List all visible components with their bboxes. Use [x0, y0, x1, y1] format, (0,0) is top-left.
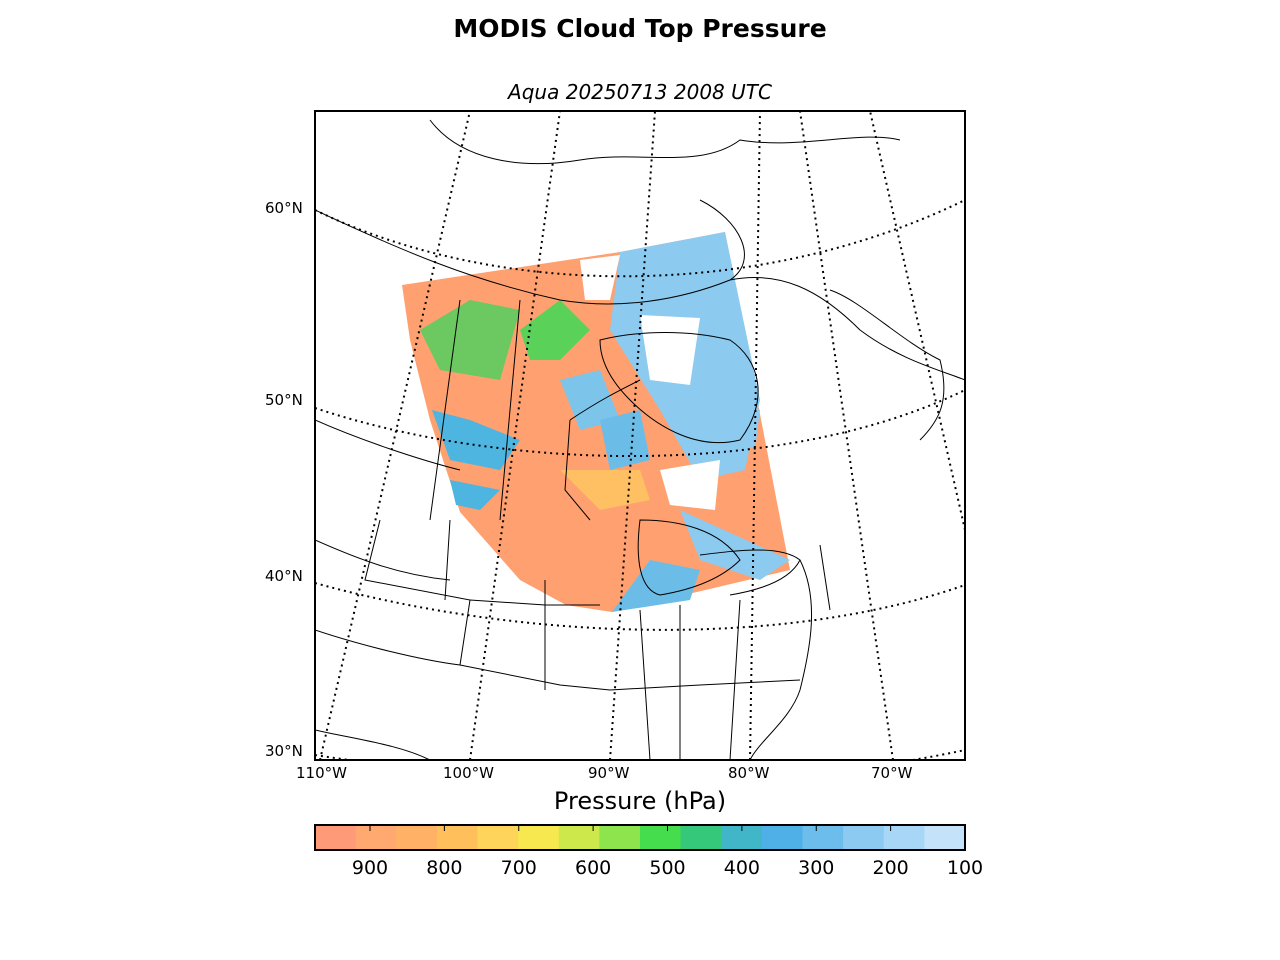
colorbar-tick-label: 800: [426, 857, 463, 879]
lat-label-30: 30°N: [265, 742, 303, 760]
lon-label-100: 100°W: [443, 764, 494, 782]
colorbar-tick-label: 900: [351, 857, 389, 879]
colorbar-title: Pressure (hPa): [553, 787, 727, 815]
colorbar-segment: [802, 825, 844, 850]
map-area: [315, 111, 965, 760]
colorbar-segment: [436, 825, 478, 850]
colorbar-segment: [680, 825, 722, 850]
colorbar-segment: [599, 825, 641, 850]
coastlines-borders: [315, 119, 965, 760]
lat-label-40: 40°N: [265, 567, 303, 585]
figure-subtitle: Aqua 20250713 2008 UTC: [508, 80, 772, 104]
colorbar-tick-label: 400: [723, 857, 761, 879]
colorbar-segment: [355, 825, 397, 850]
colorbar-segment: [315, 825, 357, 850]
colorbar-tick-label: 700: [500, 857, 537, 879]
figure-title: MODIS Cloud Top Pressure: [453, 14, 827, 43]
lon-label-70: 70°W: [871, 764, 913, 782]
map-frame: [314, 110, 966, 761]
colorbar-segment: [843, 825, 885, 850]
colorbar-tick-label: 300: [798, 857, 835, 879]
colorbar-tick-label: 500: [649, 857, 686, 879]
colorbar: [314, 824, 966, 851]
colorbar-tick-label: 600: [574, 857, 612, 879]
lon-label-90: 90°W: [588, 764, 630, 782]
colorbar-segment: [558, 825, 600, 850]
colorbar-segment: [761, 825, 803, 850]
lat-label-50: 50°N: [265, 391, 303, 409]
lon-label-110: 110°W: [296, 764, 347, 782]
cloud-top-pressure-swath: [402, 232, 790, 612]
lat-label-60: 60°N: [265, 199, 303, 217]
colorbar-tick-label: 200: [872, 857, 909, 879]
colorbar-segment: [396, 825, 438, 850]
colorbar-segment: [518, 825, 560, 850]
colorbar-segment: [477, 825, 519, 850]
colorbar-tick-label: 100: [946, 857, 984, 879]
graticule-lines: [315, 111, 965, 760]
colorbar-segment: [883, 825, 925, 850]
lon-label-80: 80°W: [728, 764, 770, 782]
colorbar-segment: [640, 825, 682, 850]
colorbar-frame: [314, 824, 966, 851]
colorbar-segment: [924, 825, 966, 850]
